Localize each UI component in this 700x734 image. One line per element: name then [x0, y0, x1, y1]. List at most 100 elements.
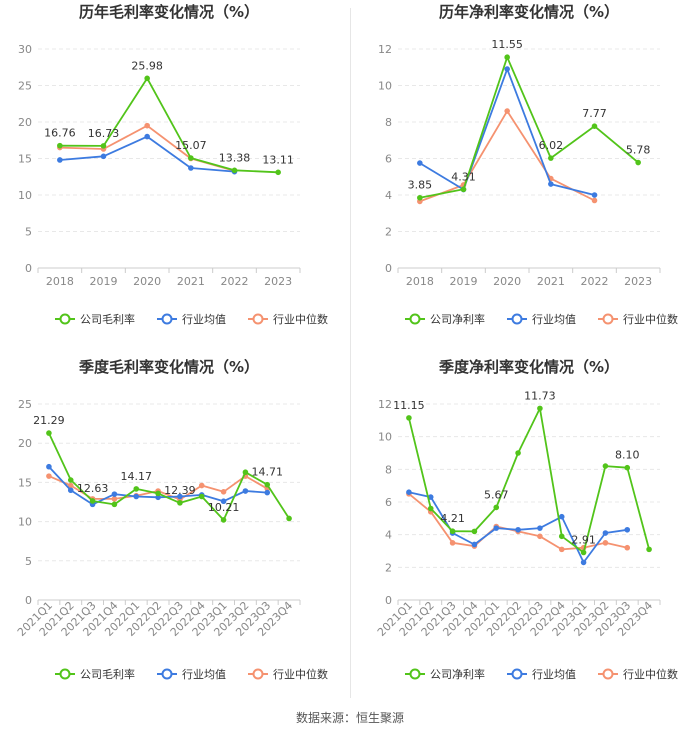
data-point-series-1	[635, 159, 641, 166]
x-tick-label: 2021	[177, 275, 205, 288]
chart-4: 季度净利率变化情况（%）0246810122021Q12021Q22021Q32…	[375, 358, 678, 681]
series-line-1	[59, 77, 279, 174]
data-point-series-1	[242, 469, 249, 476]
legend-label: 行业均值	[532, 313, 576, 326]
data-label: 15.07	[175, 139, 207, 152]
data-point-series-1	[100, 143, 107, 149]
data-point-series-1	[406, 415, 412, 421]
data-point-series-1	[471, 528, 478, 535]
data-point-series-3	[504, 108, 510, 114]
data-label: 10.21	[208, 501, 240, 514]
data-point-series-1	[177, 500, 183, 506]
data-label: 2.91	[571, 533, 596, 546]
data-point-series-1	[220, 517, 227, 523]
y-tick-label: 12	[378, 398, 392, 411]
data-point-series-1	[493, 504, 500, 511]
data-point-series-3	[220, 489, 227, 495]
data-point-series-1	[537, 405, 543, 412]
chart-3: 季度毛利率变化情况（%）05101520252021Q12021Q22021Q3…	[15, 358, 328, 681]
data-label: 11.55	[491, 38, 523, 51]
legend-item-3: 行业中位数	[598, 667, 678, 681]
y-tick-label: 25	[18, 398, 32, 411]
data-point-series-2	[417, 160, 423, 166]
data-point-series-2	[111, 491, 118, 497]
data-point-series-1	[286, 515, 292, 522]
legend-item-1: 公司净利率	[405, 667, 485, 681]
y-tick-label: 5	[25, 555, 32, 568]
data-point-series-3	[449, 540, 456, 546]
chart-title: 季度净利率变化情况（%）	[439, 358, 619, 376]
legend-item-3: 行业中位数	[248, 667, 328, 681]
legend-marker-icon	[252, 668, 264, 680]
data-point-series-2	[177, 493, 183, 500]
chart-title: 季度毛利率变化情况（%）	[79, 358, 259, 376]
legend-label: 公司净利率	[430, 312, 485, 326]
data-point-series-1	[504, 54, 510, 61]
data-point-series-2	[242, 488, 249, 494]
legend-item-1: 公司毛利率	[55, 667, 135, 681]
data-point-series-1	[427, 505, 434, 512]
data-point-series-1	[602, 463, 609, 469]
data-point-series-1	[188, 155, 194, 161]
x-tick-label: 2020	[493, 275, 521, 288]
x-tick-label: 2018	[46, 275, 74, 288]
data-label: 3.85	[408, 179, 433, 192]
legend-item-2: 行业均值	[157, 668, 226, 681]
legend-label: 行业中位数	[623, 667, 678, 681]
chart-title: 历年净利率变化情况（%）	[439, 3, 619, 21]
data-point-series-2	[67, 487, 74, 494]
y-tick-label: 4	[385, 529, 392, 542]
data-label: 12.63	[77, 482, 109, 495]
data-point-series-1	[558, 533, 565, 540]
data-point-series-1	[264, 481, 271, 488]
data-point-series-2	[624, 526, 631, 533]
data-label: 4.21	[440, 512, 465, 525]
data-point-series-1	[417, 194, 423, 201]
data-point-series-3	[591, 197, 598, 204]
data-point-series-3	[144, 122, 150, 129]
legend-label: 行业中位数	[273, 312, 328, 326]
legend-item-3: 行业中位数	[248, 312, 328, 326]
data-point-series-1	[591, 123, 598, 129]
data-point-series-1	[111, 501, 118, 508]
data-label: 5.78	[626, 144, 651, 157]
chart-1: 历年毛利率变化情况（%） 0 5 10 15 20 25 30 2018 2019 2020 2021…	[18, 3, 328, 326]
legend-label: 行业中位数	[273, 667, 328, 681]
data-point-series-2	[558, 513, 565, 520]
data-point-series-1	[57, 142, 63, 149]
series-line-1	[48, 432, 290, 521]
data-point-series-1	[624, 464, 631, 471]
legend-label: 公司毛利率	[80, 667, 135, 681]
chart-2: 历年净利率变化情况（%） 0 2 4 6 8 10 12 2018 2019 2020 2021 202…	[378, 3, 678, 326]
legend-label: 行业均值	[182, 668, 226, 681]
data-point-series-2	[220, 498, 227, 505]
x-tick-label: 2023	[264, 275, 292, 288]
legend-marker-icon	[409, 668, 421, 680]
x-tick-label: 2022	[221, 275, 249, 288]
data-label: 21.29	[33, 414, 65, 427]
data-point-series-1	[548, 155, 554, 161]
legend-marker-icon	[252, 313, 264, 325]
data-label: 13.11	[262, 153, 294, 166]
legend-item-2: 行业均值	[157, 313, 226, 326]
data-point-series-3	[558, 546, 565, 553]
legend-item-2: 行业均值	[507, 313, 576, 326]
y-tick-label: 5	[25, 226, 32, 239]
legend-item-1: 公司净利率	[405, 312, 485, 326]
data-point-series-2	[264, 489, 271, 496]
data-label: 14.17	[121, 470, 153, 483]
data-label: 6.02	[539, 139, 564, 152]
data-point-series-3	[198, 482, 205, 489]
data-point-series-1	[580, 549, 587, 556]
legend-marker-icon	[161, 668, 173, 680]
legend-marker-icon	[161, 313, 173, 325]
legend-marker-icon	[602, 668, 614, 680]
y-tick-label: 10	[18, 516, 32, 529]
series-line-2	[59, 135, 235, 173]
data-point-series-1	[89, 498, 96, 504]
data-point-series-2	[144, 133, 150, 140]
y-tick-label: 8	[385, 463, 392, 476]
data-label: 11.15	[393, 399, 425, 412]
data-point-series-2	[57, 157, 63, 163]
data-point-series-3	[624, 544, 631, 551]
